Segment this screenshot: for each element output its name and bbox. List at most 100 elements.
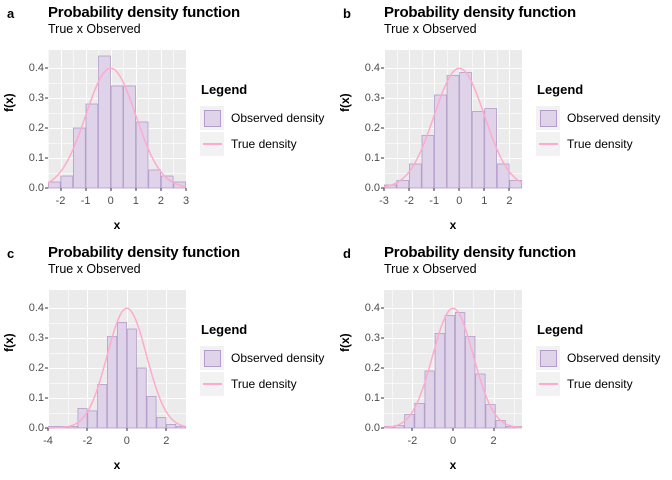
legend-line-icon-b — [536, 132, 560, 156]
x-tick-label: 0 — [123, 435, 130, 447]
x-tick-mark — [452, 428, 454, 431]
legend-item-observed-c[interactable]: Observed density — [200, 346, 324, 370]
gridline-v-minor — [432, 290, 434, 428]
x-tick-label: 0 — [449, 435, 457, 447]
true-density-line — [383, 67, 523, 188]
gridline-v-minor — [421, 50, 423, 188]
chart-canvas-a — [47, 50, 187, 189]
gridline-v — [160, 50, 162, 188]
gridline-h — [48, 428, 186, 430]
x-tick-label: -3 — [379, 195, 389, 207]
legend-item-true-c[interactable]: True density — [200, 372, 324, 396]
y-tick-label: 0.1 — [364, 392, 380, 404]
gridline-v — [60, 50, 62, 188]
y-tick-mark — [45, 67, 48, 69]
legend-label-observed-d: Observed density — [567, 351, 661, 365]
plot-area-d: 0.0 0.1 0.2 0.3 0.4 -2 0 2 — [365, 290, 523, 447]
gridline-v-minor — [186, 290, 187, 428]
legend-label-true-d: True density — [567, 377, 633, 391]
gridline-v — [87, 290, 89, 428]
legend-item-true-b[interactable]: True density — [536, 132, 660, 156]
panel-b: b Probability density function True x Ob… — [336, 0, 672, 240]
gridline-v-minor — [67, 290, 69, 428]
x-axis-label-d: x — [449, 458, 457, 472]
x-tick-mark — [110, 188, 112, 191]
histogram-bar — [509, 180, 523, 189]
panel-a: a Probability density function True x Ob… — [0, 0, 336, 240]
legend-label-observed-b: Observed density — [567, 111, 661, 125]
histogram-bars — [383, 72, 523, 189]
gridline-v — [186, 50, 187, 188]
histogram-bars — [47, 322, 187, 429]
legend-item-observed-b[interactable]: Observed density — [536, 106, 660, 130]
x-tick-label: -2 — [55, 195, 66, 207]
y-tick-label: 0.1 — [28, 392, 44, 404]
gridline-h — [384, 188, 522, 190]
y-axis-label-c: f(x) — [2, 333, 16, 352]
histogram-bar — [47, 181, 61, 189]
x-tick-mark — [85, 188, 87, 191]
histogram-bar — [475, 373, 486, 429]
y-tick-mark — [45, 157, 48, 159]
histogram-bar — [459, 72, 472, 189]
histogram-bar — [126, 328, 137, 429]
histogram-bar — [146, 396, 157, 429]
legend-item-observed-d[interactable]: Observed density — [536, 346, 660, 370]
histogram-bars — [47, 55, 187, 189]
legend-item-observed-a[interactable]: Observed density — [200, 106, 324, 130]
x-tick-label: 0 — [456, 195, 463, 207]
y-tick-label: 0.4 — [364, 302, 380, 314]
true-density-line — [47, 67, 187, 188]
legend-c: Legend Observed density True density — [200, 322, 324, 398]
y-tick-mark — [381, 337, 384, 339]
y-tick-mark — [381, 187, 384, 189]
histogram-bar — [148, 169, 161, 189]
y-tick-label: 0.1 — [364, 152, 380, 164]
y-tick-mark — [381, 97, 384, 99]
y-tick-label: 0.0 — [28, 182, 44, 194]
legend-item-true-a[interactable]: True density — [200, 132, 324, 156]
gridline-v-minor — [513, 290, 515, 428]
y-tick-mark — [381, 307, 384, 309]
legend-line-icon-a — [200, 132, 224, 156]
histogram-bar — [396, 180, 410, 189]
chart-canvas-c — [47, 290, 187, 429]
histogram-bar — [496, 163, 510, 189]
y-tick-mark — [381, 127, 384, 129]
true-density-line — [47, 307, 187, 429]
histogram-bar — [136, 367, 147, 429]
true-density-line — [383, 307, 523, 429]
panel-subtitle-a: True x Observed — [48, 22, 141, 36]
panel-title-b: Probability density function — [384, 4, 576, 21]
legend-label-observed-a: Observed density — [231, 111, 325, 125]
histogram-bar — [414, 403, 425, 429]
legend-item-true-d[interactable]: True density — [536, 372, 660, 396]
x-tick-label: 0 — [107, 195, 114, 207]
histogram-bar — [98, 55, 111, 189]
y-tick-label: 0.2 — [28, 362, 44, 374]
x-tick-mark — [408, 188, 410, 191]
x-tick-label: 3 — [182, 195, 190, 207]
legend-title-d: Legend — [537, 322, 584, 337]
plot-area-b: 0.0 0.1 0.2 0.3 0.4 -3 -2 -1 0 1 2 — [365, 50, 523, 207]
histogram-bar — [110, 85, 124, 189]
histogram-bar — [485, 404, 496, 429]
x-tick-label: 2 — [157, 195, 164, 207]
panel-subtitle-b: True x Observed — [384, 22, 477, 36]
plot-area-c: 0.0 0.1 0.2 0.3 0.4 -4 -2 0 2 — [29, 290, 187, 447]
x-tick-mark — [165, 428, 167, 431]
y-tick-mark — [381, 67, 384, 69]
legend-line-icon-c — [200, 372, 224, 396]
gridline-v — [509, 50, 511, 188]
panel-subtitle-d: True x Observed — [384, 262, 477, 276]
x-tick-label: -4 — [43, 435, 53, 447]
histogram-bar — [465, 336, 476, 429]
gridline-v-minor — [522, 50, 523, 188]
gridline-h — [48, 308, 186, 310]
histogram-bar — [116, 322, 127, 429]
gridline-v-minor — [392, 290, 394, 428]
y-tick-mark — [45, 427, 48, 429]
gridline-v — [412, 290, 414, 428]
y-tick-mark — [381, 157, 384, 159]
